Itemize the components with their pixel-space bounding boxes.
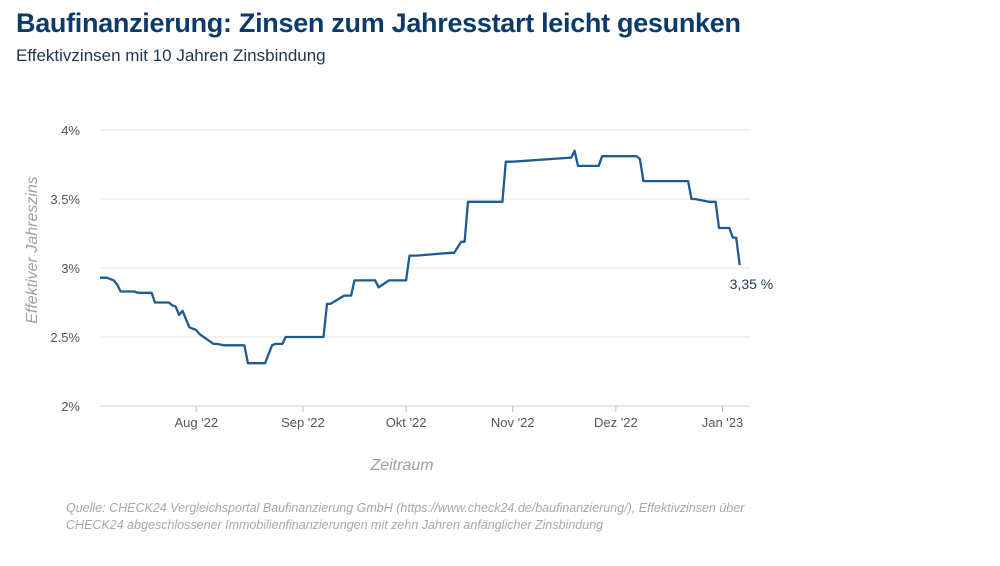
source-note: Quelle: CHECK24 Vergleichsportal Baufina… xyxy=(66,501,745,532)
x-axis-title: Zeitraum xyxy=(369,457,433,474)
x-axis: Aug '22 Sep '22 Okt '22 Nov '22 Dez '22 Jan '… xyxy=(100,405,750,430)
x-tick-label: Nov '22 xyxy=(491,415,535,430)
y-axis-title: Effektiver Jahreszins xyxy=(24,176,41,324)
y-axis: 2% 2.5% 3% 3.5% 4% xyxy=(50,123,80,414)
y-tick-label: 3% xyxy=(61,261,80,276)
end-value-label: 3,35 % xyxy=(730,276,774,292)
x-tick-label: Okt '22 xyxy=(386,415,427,430)
y-tick-label: 2.5% xyxy=(50,330,80,345)
chart-subtitle: Effektivzinsen mit 10 Jahren Zinsbindung xyxy=(16,46,326,65)
y-tick-label: 2% xyxy=(61,399,80,414)
x-tick-label: Aug '22 xyxy=(174,415,218,430)
x-tick-label: Sep '22 xyxy=(281,415,325,430)
y-tick-label: 4% xyxy=(61,123,80,138)
chart-title: Baufinanzierung: Zinsen zum Jahresstart … xyxy=(16,8,741,38)
series-group xyxy=(100,149,741,365)
x-tick-label: Dez '22 xyxy=(594,415,638,430)
y-tick-label: 3.5% xyxy=(50,192,80,207)
series-line xyxy=(100,149,741,365)
x-tick-label: Jan '23 xyxy=(702,415,744,430)
grid-lines xyxy=(100,129,750,407)
